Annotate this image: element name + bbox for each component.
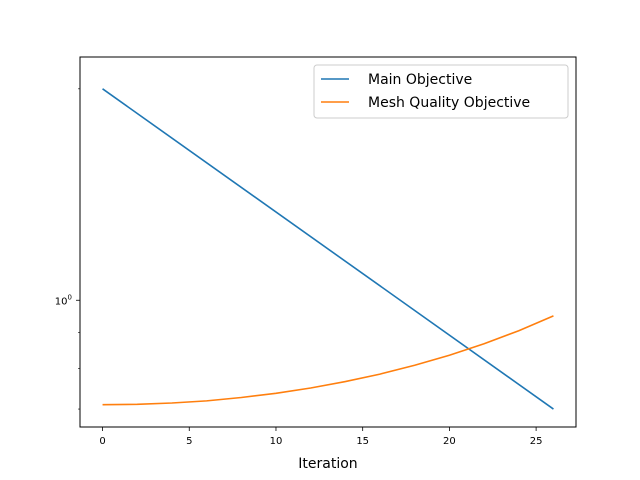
x-tick-label: 0 [99, 436, 105, 447]
series-layer [102, 88, 554, 410]
legend-label-main-objective: Main Objective [368, 72, 472, 88]
x-tick-label: 10 [270, 436, 283, 447]
series-line-mesh-quality-objective [102, 315, 554, 406]
x-tick-label: 15 [356, 436, 369, 447]
x-axis-ticks: 0 5 10 15 20 25 [99, 427, 542, 447]
x-axis-label: Iteration [298, 456, 357, 472]
legend-label-mesh-quality-objective: Mesh Quality Objective [368, 95, 530, 111]
x-tick-label: 5 [186, 436, 192, 447]
plot-frame [79, 56, 577, 428]
y-axis-ticks: 100 [55, 88, 80, 410]
x-tick-label: 25 [530, 436, 543, 447]
legend: Main Objective Mesh Quality Objective [313, 64, 569, 119]
legend-box [313, 64, 569, 119]
x-tick-label: 20 [443, 436, 456, 447]
series-line-main-objective [102, 88, 554, 410]
y-tick-label: 100 [55, 293, 72, 307]
plot-area [80, 57, 576, 427]
